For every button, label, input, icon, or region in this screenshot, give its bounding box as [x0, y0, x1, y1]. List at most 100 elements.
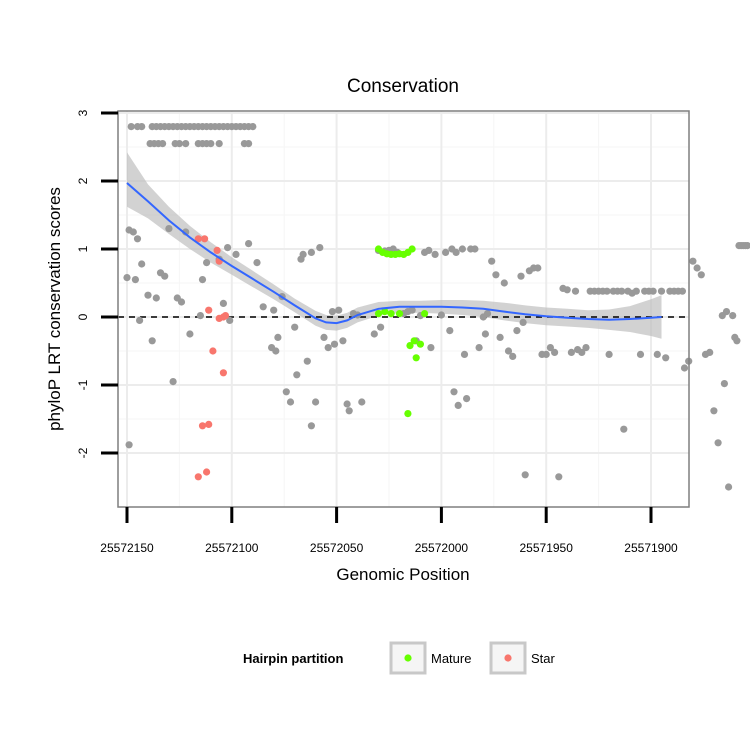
- y-tick-label: 2: [76, 177, 90, 184]
- x-tick-label: 25572100: [205, 541, 259, 555]
- y-tick-label: -1: [76, 379, 90, 390]
- other-point: [620, 425, 628, 433]
- star-point: [203, 468, 211, 476]
- other-point: [219, 299, 227, 307]
- y-tick-label: 3: [76, 109, 90, 116]
- other-point: [335, 306, 343, 314]
- mature-point: [416, 340, 424, 348]
- star-point: [219, 369, 227, 377]
- x-tick-label: 25572000: [415, 541, 469, 555]
- star-point: [215, 314, 223, 322]
- other-point: [129, 228, 137, 236]
- legend-title: Hairpin partition: [243, 651, 343, 666]
- other-point: [274, 333, 282, 341]
- other-point: [138, 260, 146, 268]
- other-point: [328, 308, 336, 316]
- other-point: [144, 291, 152, 299]
- other-point: [567, 348, 576, 356]
- other-point: [542, 350, 550, 358]
- other-point: [307, 248, 315, 256]
- other-point: [169, 378, 177, 386]
- mature-point: [406, 342, 414, 350]
- other-point: [657, 287, 666, 295]
- other-point: [483, 310, 492, 318]
- other-point: [500, 279, 508, 287]
- legend-entries: Mature Star: [389, 641, 556, 675]
- star-point: [194, 473, 202, 481]
- other-point: [196, 312, 204, 320]
- other-point: [475, 344, 483, 352]
- other-point: [722, 308, 731, 316]
- other-point: [662, 354, 670, 362]
- star-point: [194, 235, 202, 243]
- other-point: [517, 272, 525, 280]
- other-point: [488, 257, 496, 265]
- other-point: [720, 380, 729, 388]
- mature-point: [395, 310, 404, 318]
- other-point: [198, 276, 207, 284]
- star-point: [213, 246, 221, 254]
- other-point: [460, 350, 469, 358]
- other-point: [680, 364, 689, 372]
- other-point: [282, 388, 290, 396]
- star-point: [205, 420, 213, 428]
- other-point: [330, 340, 339, 348]
- chart-title: Conservation: [347, 76, 459, 97]
- x-tick-label: 25571950: [520, 541, 574, 555]
- mature-point: [410, 337, 418, 345]
- other-point: [259, 303, 267, 311]
- mature-point: [408, 245, 416, 253]
- other-point: [270, 306, 278, 314]
- y-axis-ticks: -2 -1 0 1 2 3: [76, 109, 118, 458]
- other-point: [215, 140, 223, 148]
- mature-point: [421, 310, 429, 318]
- other-point: [303, 357, 311, 365]
- other-point: [299, 250, 307, 258]
- series-star: [194, 235, 230, 481]
- other-point: [320, 333, 328, 341]
- other-point: [291, 323, 299, 331]
- star-point: [209, 347, 217, 355]
- other-point: [534, 264, 542, 272]
- legend-entry-star: Star: [489, 641, 556, 675]
- other-point: [551, 348, 559, 356]
- other-point: [345, 407, 353, 415]
- y-tick-label: 0: [76, 313, 90, 320]
- legend-entry-mature: Mature: [389, 641, 471, 675]
- other-point: [245, 140, 253, 148]
- other-point: [571, 287, 580, 295]
- other-point: [408, 306, 416, 314]
- other-point: [127, 123, 135, 131]
- other-point: [437, 311, 445, 319]
- other-point: [182, 140, 190, 148]
- other-point: [159, 140, 167, 148]
- other-point: [152, 294, 160, 302]
- legend-key: [389, 641, 427, 675]
- other-point: [521, 471, 529, 479]
- legend-label: Star: [531, 651, 556, 666]
- other-point: [743, 242, 750, 250]
- other-point: [693, 264, 701, 272]
- plot-border: [117, 110, 690, 508]
- other-point: [578, 348, 586, 356]
- other-point: [226, 316, 234, 324]
- other-point: [605, 350, 613, 358]
- mature-point: [404, 410, 412, 418]
- star-point: [205, 306, 213, 314]
- other-point: [733, 337, 741, 345]
- other-point: [203, 259, 211, 267]
- legend-key-dot: [504, 654, 512, 662]
- other-point: [706, 348, 714, 356]
- other-point: [431, 250, 439, 258]
- other-point: [678, 287, 687, 295]
- legend-key-dot: [404, 654, 412, 662]
- other-point: [224, 244, 232, 252]
- other-point: [504, 347, 513, 355]
- other-point: [138, 123, 146, 131]
- other-point: [546, 344, 555, 352]
- other-point: [249, 123, 257, 131]
- mature-point: [381, 308, 389, 316]
- other-point: [324, 344, 332, 352]
- other-point: [123, 274, 131, 282]
